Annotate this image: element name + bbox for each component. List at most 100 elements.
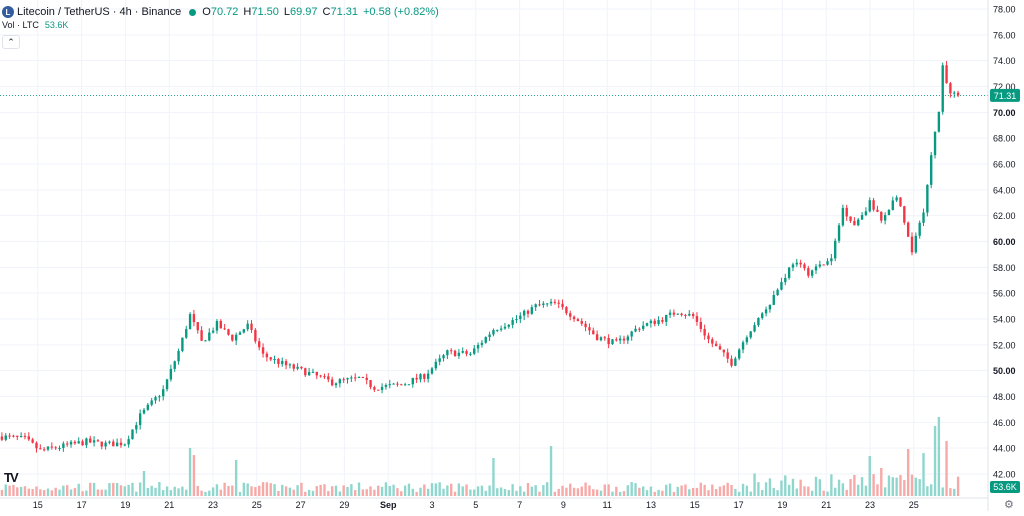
volume-bar: [826, 491, 829, 496]
tradingview-logo[interactable]: TV: [4, 470, 19, 485]
candle-body: [526, 310, 530, 314]
candle-body: [595, 334, 599, 341]
candle-body: [146, 404, 150, 410]
candle-body: [27, 436, 30, 440]
volume-bar: [860, 477, 864, 496]
volume-bar: [234, 460, 238, 496]
price-tick-label: 48.00: [993, 392, 1016, 402]
candle-body: [914, 235, 918, 253]
candle-body: [787, 267, 791, 278]
candle-body: [380, 386, 384, 390]
volume-bar: [50, 490, 54, 496]
volume-bar: [768, 478, 772, 496]
gear-icon[interactable]: ⚙: [1004, 499, 1014, 511]
candle-body: [941, 65, 944, 112]
volume-bar: [365, 489, 368, 496]
volume-bar: [39, 489, 42, 496]
volume-bar: [887, 475, 891, 496]
candle-body: [373, 387, 376, 390]
symbol-title[interactable]: Litecoin / TetherUS · 4h · Binance: [17, 6, 182, 18]
volume-bar: [8, 485, 11, 496]
candle-body: [807, 268, 810, 276]
volume-bar: [603, 484, 606, 496]
candle-body: [238, 332, 242, 335]
volume-bar: [135, 491, 138, 496]
time-tick-label: 25: [252, 500, 262, 510]
candle-body: [307, 372, 311, 376]
candle-body: [384, 385, 388, 387]
candle-body: [810, 270, 814, 276]
low-label: L: [283, 6, 290, 18]
volume-bar: [507, 490, 510, 496]
volume-bar: [622, 491, 626, 496]
volume-bar: [534, 485, 537, 496]
candle-body: [761, 313, 764, 318]
volume-bar: [872, 474, 875, 496]
candle-body: [488, 334, 491, 338]
time-tick-label: 15: [690, 500, 700, 510]
time-axis[interactable]: 131517192123252729Sep3579111315171921232…: [0, 497, 988, 510]
candle-body: [592, 330, 595, 335]
candle-body: [672, 312, 676, 315]
candle-body: [377, 389, 380, 391]
volume-bar: [323, 484, 326, 496]
candle-body: [653, 320, 656, 324]
candle-body: [219, 320, 222, 329]
volume-bar: [58, 489, 61, 496]
candle-body: [165, 379, 169, 390]
volume-bar: [354, 490, 357, 496]
volume-bar: [949, 488, 952, 496]
volume-legend[interactable]: Vol · LTC 53.6K: [2, 20, 68, 30]
candle-body: [714, 343, 718, 347]
candle-body: [511, 320, 514, 325]
candle-body: [42, 449, 46, 451]
candle-body: [242, 329, 246, 333]
volume-bar: [615, 486, 618, 496]
candle-body: [215, 320, 219, 331]
volume-bar: [791, 478, 795, 496]
candle-body: [634, 328, 637, 332]
candle-body: [419, 374, 422, 380]
candle-body: [92, 440, 96, 443]
volume-bar: [92, 482, 96, 496]
candle-body: [361, 376, 365, 378]
candle-body: [899, 197, 902, 207]
candle-body: [426, 373, 430, 379]
price-tick-label: 58.00: [993, 263, 1016, 273]
volume-bar: [112, 482, 115, 496]
volume-bar: [922, 453, 925, 496]
time-tick-label: 17: [734, 500, 744, 510]
candle-body: [645, 323, 649, 326]
candle-body: [350, 377, 353, 379]
candle-body: [626, 336, 630, 341]
candle-body: [415, 377, 418, 380]
volume-bar: [350, 484, 353, 496]
candle-body: [430, 368, 434, 374]
volume-bar: [511, 484, 514, 496]
volume-bar: [142, 471, 146, 496]
candle-body: [223, 328, 226, 330]
volume-bar: [273, 484, 276, 496]
candle-body: [177, 350, 180, 362]
time-tick-label: 29: [339, 500, 349, 510]
time-tick-label: 23: [208, 500, 218, 510]
candle-body: [657, 320, 660, 324]
volume-bar: [319, 484, 322, 496]
candle-body: [665, 314, 668, 322]
candle-body: [369, 380, 372, 388]
volume-bar: [772, 487, 775, 496]
volume-bar: [315, 486, 318, 496]
price-axis[interactable]: 78.00 76.00 74.00 72.00 70.00 68.00 66.00 64.00…: [987, 0, 1016, 511]
market-status-icon[interactable]: [189, 8, 197, 16]
candle-body: [515, 319, 518, 321]
volume-bar: [841, 483, 845, 496]
volume-bar: [150, 485, 153, 496]
candle-body: [906, 222, 910, 237]
candle-body: [542, 303, 545, 306]
collapse-legend-button[interactable]: ⌃: [2, 35, 20, 49]
candle-body: [834, 240, 837, 259]
volume-bar: [392, 484, 395, 496]
price-tick-label: 68.00: [993, 134, 1016, 144]
